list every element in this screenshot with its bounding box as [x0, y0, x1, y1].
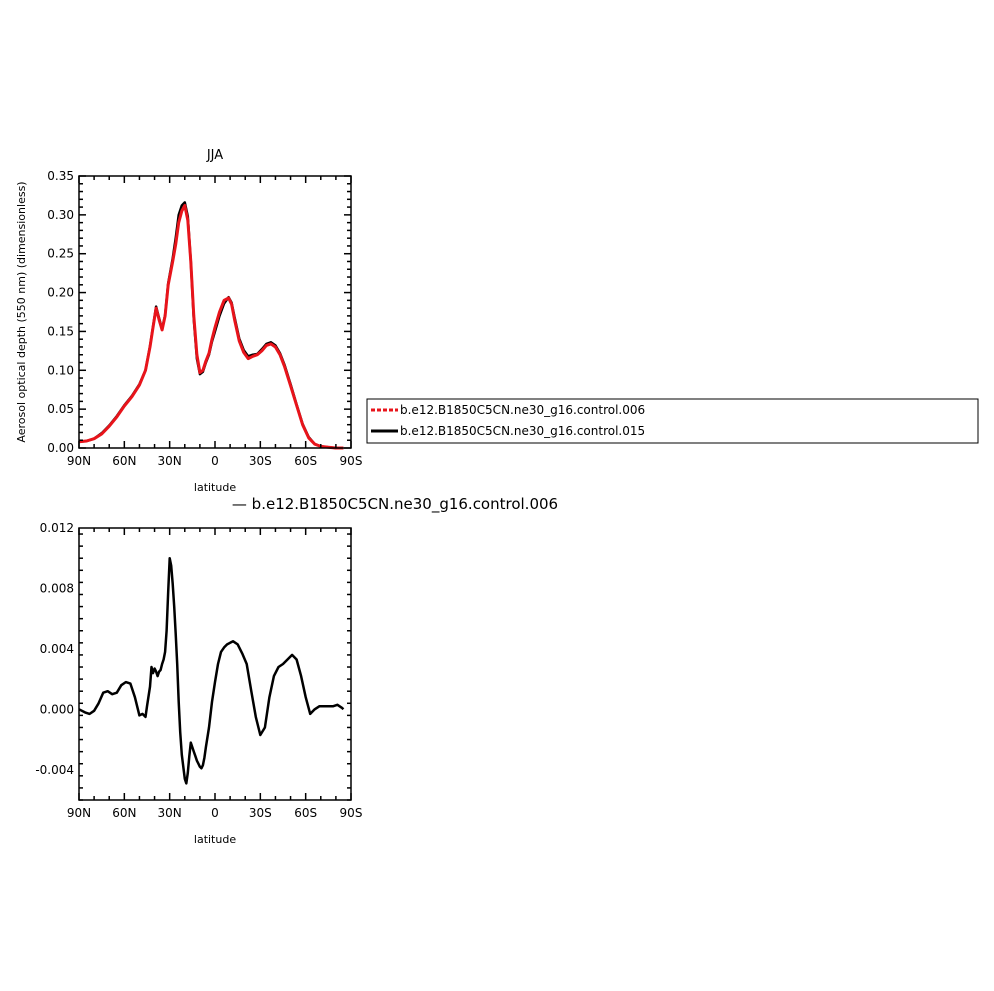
- x-tick-label: 30S: [249, 806, 272, 820]
- y-tick-label: 0.35: [47, 169, 74, 183]
- y-tick-label: 0.30: [47, 208, 74, 222]
- chart-title: — b.e12.B1850C5CN.ne30_g16.control.006: [232, 495, 558, 514]
- x-axis-label: latitude: [194, 481, 236, 494]
- legend-label: b.e12.B1850C5CN.ne30_g16.control.015: [400, 424, 645, 438]
- x-tick-label: 90N: [67, 454, 91, 468]
- plot-frame: [78, 527, 352, 801]
- y-tick-label: 0.000: [40, 702, 74, 716]
- plot-frame: [78, 175, 352, 449]
- x-axis-label: latitude: [194, 833, 236, 846]
- chart-title: JJA: [206, 148, 223, 163]
- aod-zonal-mean-chart: JJA 90N 60N 30N 0 30S 60S 90S 0.00 0.05 0.10 0.15 0…: [15, 148, 362, 494]
- series-line-0: [78, 204, 344, 450]
- legend-entry-control-006: b.e12.B1850C5CN.ne30_g16.control.006: [371, 403, 645, 417]
- y-tick-label: 0.25: [47, 247, 74, 261]
- x-tick-label: 90S: [340, 454, 363, 468]
- legend-label: b.e12.B1850C5CN.ne30_g16.control.006: [400, 403, 645, 417]
- x-tick-label: 60N: [112, 806, 136, 820]
- x-tick-label: 0: [211, 806, 219, 820]
- x-tick-label: 30N: [158, 454, 182, 468]
- x-tick-label: 90S: [340, 806, 363, 820]
- y-tick-label: 0.05: [47, 402, 74, 416]
- x-tick-label: 0: [211, 454, 219, 468]
- y-axis-label: Aerosol optical depth (550 nm) (dimensio…: [15, 181, 28, 442]
- series-line-1: [78, 201, 344, 450]
- y-tick-label: 0.15: [47, 324, 74, 338]
- legend: b.e12.B1850C5CN.ne30_g16.control.006 b.e…: [366, 398, 979, 444]
- x-tick-label: 30S: [249, 454, 272, 468]
- y-tick-label: 0.10: [47, 363, 74, 377]
- y-tick-label: 0.00: [47, 441, 74, 455]
- x-tick-label: 60N: [112, 454, 136, 468]
- x-tick-label: 60S: [294, 806, 317, 820]
- series-line-0: [78, 556, 345, 785]
- x-tick-label: 30N: [158, 806, 182, 820]
- x-tick-label: 90N: [67, 806, 91, 820]
- aod-difference-chart: — b.e12.B1850C5CN.ne30_g16.control.006 9…: [35, 495, 558, 846]
- y-tick-label: 0.008: [40, 581, 74, 595]
- legend-box: [366, 398, 979, 444]
- legend-entry-control-015: b.e12.B1850C5CN.ne30_g16.control.015: [371, 424, 645, 438]
- y-tick-label: 0.004: [40, 642, 74, 656]
- y-tick-label: 0.012: [40, 521, 74, 535]
- y-tick-label: -0.004: [35, 763, 74, 777]
- y-tick-label: 0.20: [47, 286, 74, 300]
- x-tick-label: 60S: [294, 454, 317, 468]
